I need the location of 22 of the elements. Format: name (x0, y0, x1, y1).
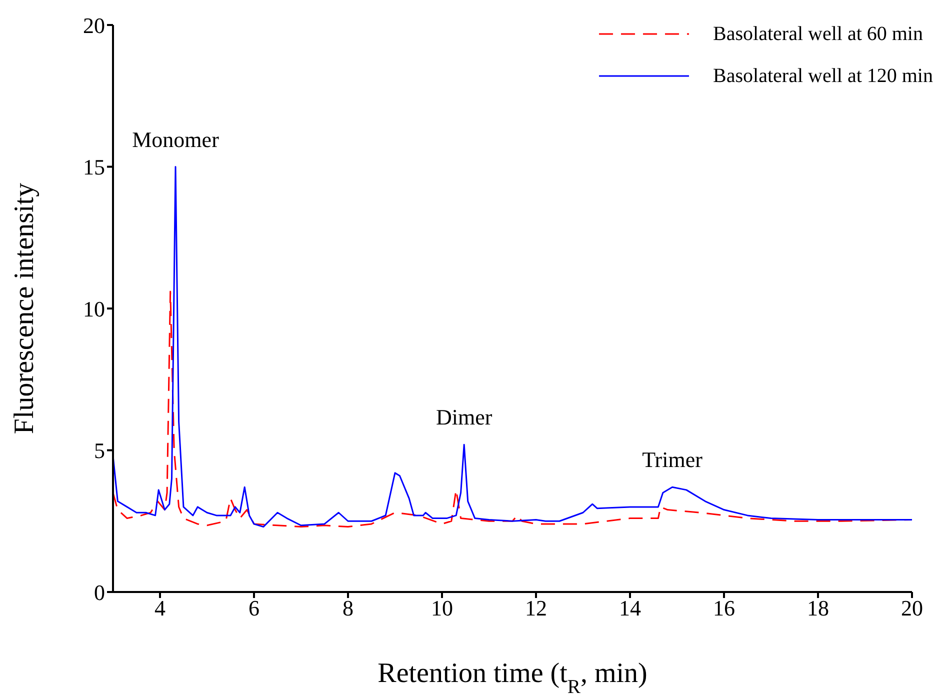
annotation: Trimer (642, 447, 704, 472)
x-tick-label: 12 (525, 596, 547, 621)
x-tick-label: 14 (619, 596, 641, 621)
x-tick-label: 16 (713, 596, 735, 621)
x-tick-label: 10 (431, 596, 453, 621)
x-tick-label: 4 (154, 596, 166, 621)
legend-label: Basolateral well at 60 min (713, 22, 923, 46)
y-tick-label: 5 (94, 438, 105, 464)
annotation: Monomer (132, 126, 220, 152)
annotation: Dimer (436, 404, 493, 430)
y-tick-label: 0 (94, 580, 105, 605)
x-tick-label: 6 (248, 596, 260, 621)
x-tick-label: 20 (901, 596, 923, 621)
x-tick-label: 18 (807, 596, 829, 621)
x-tick-label: 8 (342, 596, 354, 621)
y-tick-label: 20 (83, 12, 105, 38)
line-series (113, 166, 912, 528)
x-axis-title: Retention time (t$_{R}$, min) (378, 658, 648, 698)
legend-label: Basolateral well at 120 min (713, 64, 933, 88)
y-tick-label: 15 (83, 154, 105, 180)
y-tick-label: 10 (83, 296, 105, 322)
y-axis-title: Fluorescence intensity (8, 182, 40, 434)
